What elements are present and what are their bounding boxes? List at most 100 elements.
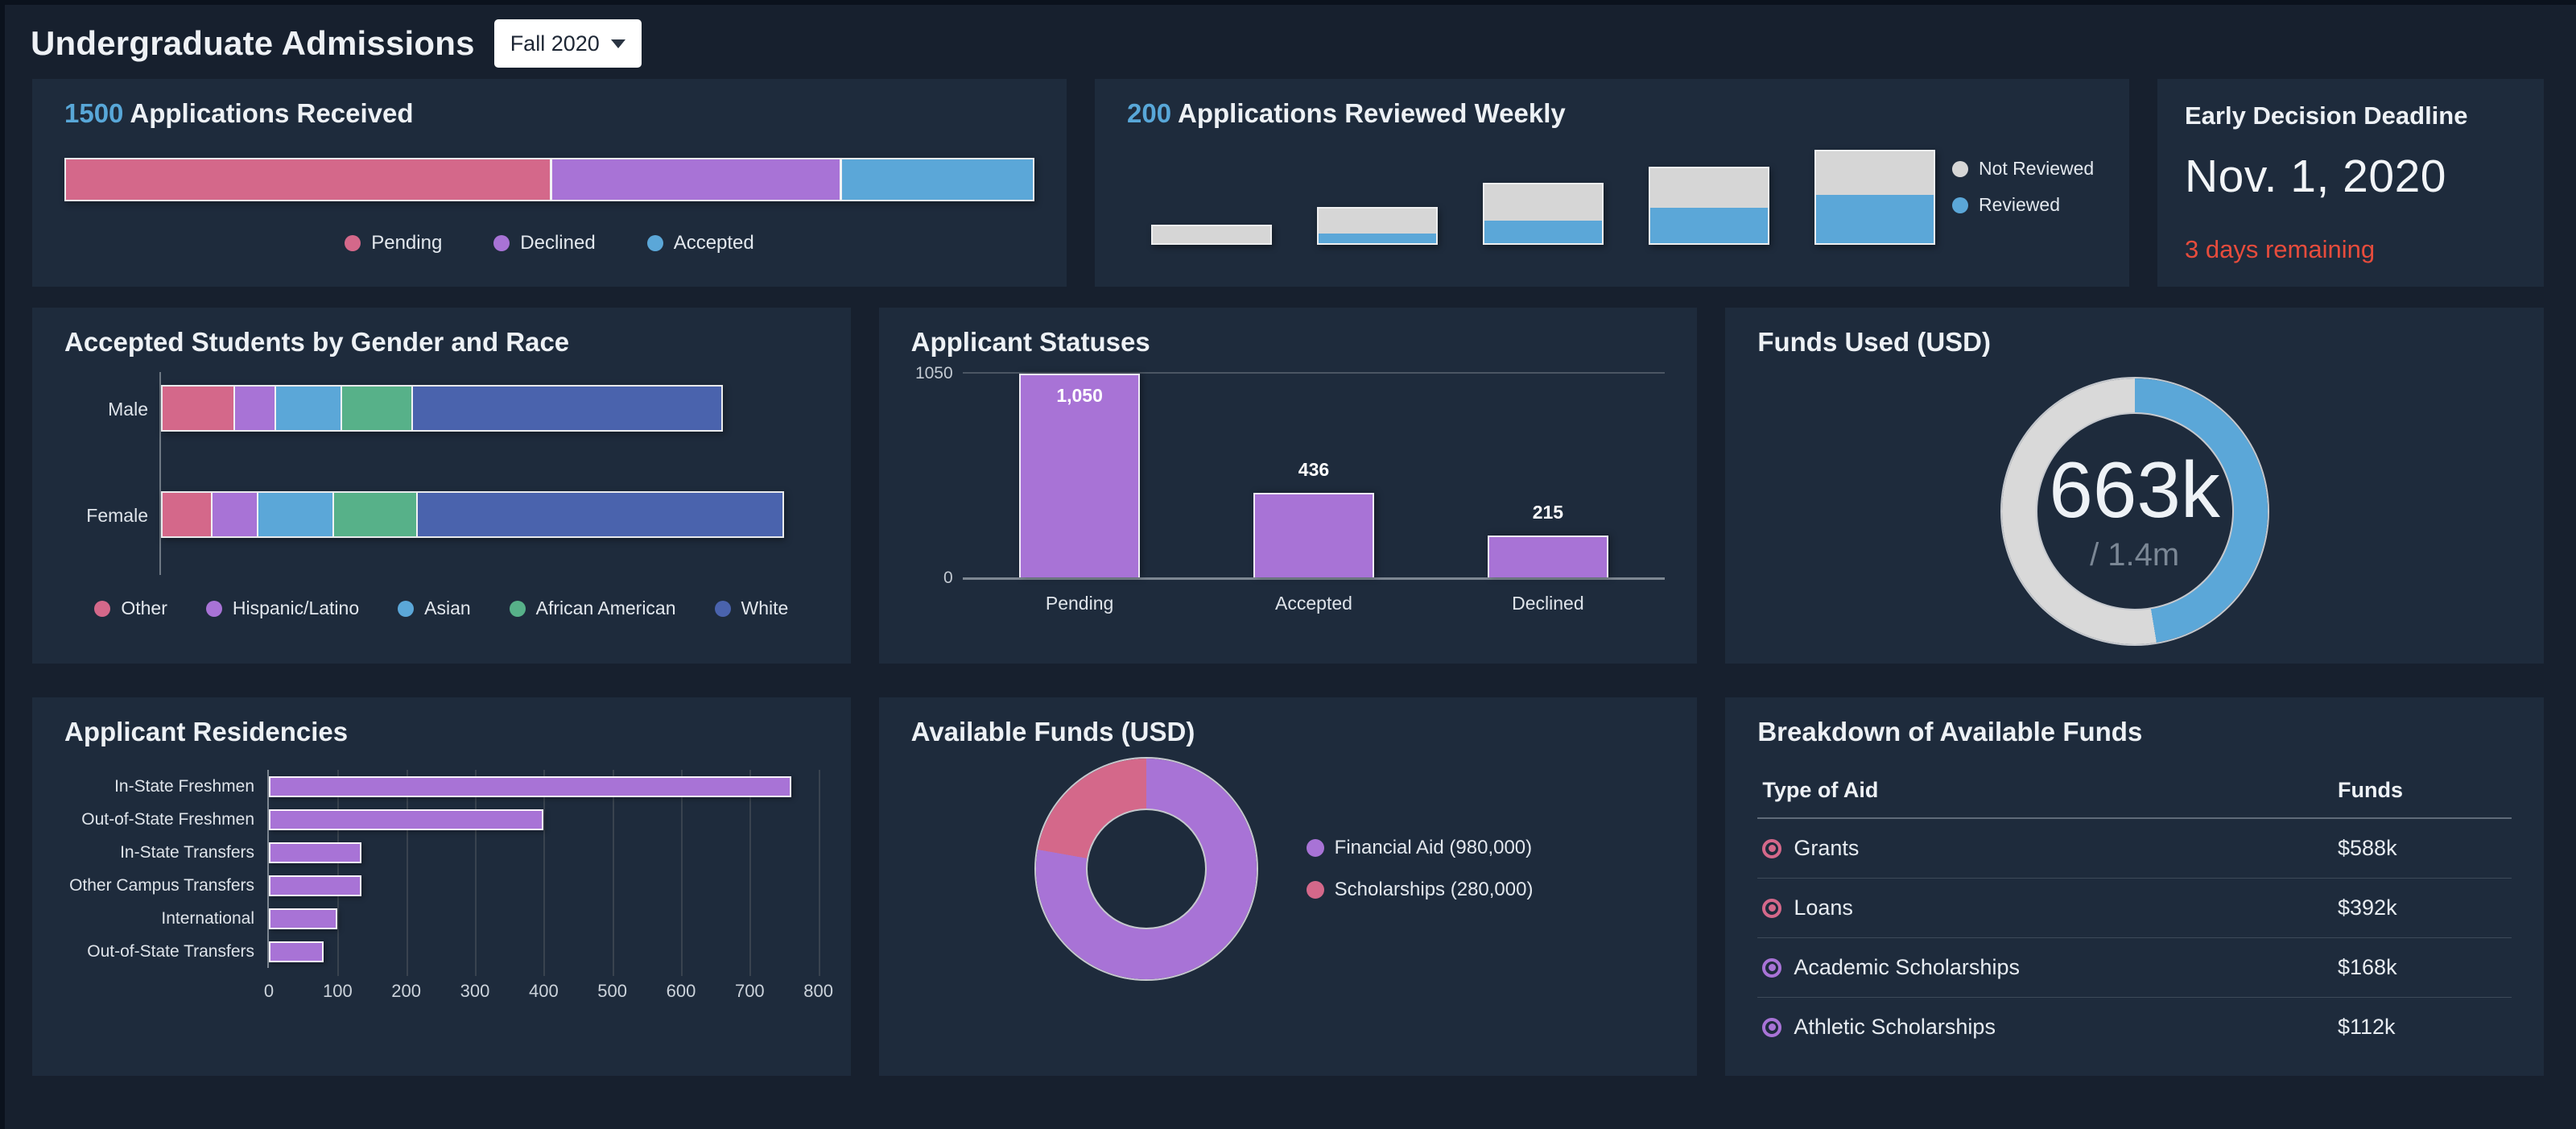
- female-african-american-segment: [332, 493, 416, 536]
- x-tick: 400: [528, 981, 559, 1001]
- x-tick: 0: [263, 981, 275, 1001]
- category-label: In-State Freshmen: [114, 777, 254, 796]
- accepted-dot-icon: [646, 235, 663, 251]
- deadline-date: Nov. 1, 2020: [2185, 151, 2446, 202]
- scholarships-dot-icon: [1306, 881, 1324, 899]
- category-label: Out-of-State Freshmen: [81, 810, 254, 829]
- not-reviewed-dot-icon: [1952, 160, 1968, 177]
- panel-title: 200 Applications Reviewed Weekly: [1127, 98, 2097, 129]
- aid-type-label: Grants: [1794, 836, 1860, 860]
- gridline: [680, 770, 683, 976]
- week-4-bar: [1649, 166, 1769, 245]
- y-axis-max-label: 1050: [914, 364, 953, 383]
- category-label: International: [161, 909, 254, 928]
- applications-received-stacked-bar: [64, 158, 1034, 201]
- available-funds-legend: Financial Aid (980,000) Scholarships (28…: [1306, 837, 1534, 901]
- funds-used-donut-center: 663k / 1.4m: [2035, 412, 2234, 610]
- panel-applicant-residencies: Applicant Residencies In-State Freshmen …: [32, 697, 851, 1076]
- window-left-edge: [0, 0, 5, 1129]
- column-header-type-of-aid: Type of Aid: [1762, 778, 1879, 802]
- legend-item-scholarships[interactable]: Scholarships (280,000): [1306, 879, 1533, 901]
- pending-category-label: Pending: [1045, 593, 1114, 614]
- female-axis-label: Female: [86, 505, 148, 526]
- aid-funds-value: $168k: [2338, 955, 2397, 979]
- week-3-reviewed: [1484, 221, 1602, 243]
- aid-type-label: Loans: [1794, 895, 1853, 920]
- available-funds-donut-hole: [1085, 808, 1207, 929]
- applications-reviewed-title: Applications Reviewed Weekly: [1178, 98, 1566, 128]
- middle-row: Accepted Students by Gender and Race Mal…: [32, 308, 2544, 664]
- male-hispanic-segment: [233, 387, 275, 430]
- accepted-category-label: Accepted: [1275, 593, 1352, 614]
- breakdown-table-header: Type of Aid Funds: [1757, 767, 2512, 819]
- x-tick: 700: [734, 981, 765, 1001]
- applications-reviewed-count: 200: [1127, 98, 1172, 128]
- legend-item-not-reviewed[interactable]: Not Reviewed: [1952, 158, 2094, 180]
- panel-early-decision-deadline: Early Decision Deadline Nov. 1, 2020 3 d…: [2157, 79, 2544, 287]
- x-tick: 500: [597, 981, 628, 1001]
- loans-target-icon: [1762, 898, 1782, 918]
- legend-item-declined[interactable]: Declined: [493, 232, 596, 254]
- female-hispanic-segment: [211, 493, 258, 536]
- weekly-legend: Not Reviewed Reviewed: [1952, 158, 2094, 216]
- academic-scholarships-target-icon: [1762, 957, 1782, 978]
- window-top-edge: [0, 0, 2576, 5]
- table-row-athletic-scholarships: Athletic Scholarships $112k: [1757, 998, 2512, 1057]
- week-3-bar: [1483, 182, 1604, 245]
- residencies-category-labels: In-State Freshmen Out-of-State Freshmen …: [64, 770, 267, 968]
- gridline: [818, 770, 820, 976]
- legend-item-other[interactable]: Other: [94, 598, 167, 619]
- declined-dot-icon: [493, 235, 510, 251]
- week-3-not-reviewed: [1484, 184, 1602, 221]
- bottom-row: Applicant Residencies In-State Freshmen …: [32, 697, 2544, 1076]
- declined-value-label: 215: [1532, 502, 1564, 523]
- y-axis-min-label: 0: [943, 569, 953, 587]
- male-stacked-bar: [161, 385, 724, 432]
- aid-funds-value: $392k: [2338, 895, 2397, 920]
- legend-item-african-american[interactable]: African American: [509, 598, 676, 619]
- legend-item-white[interactable]: White: [714, 598, 788, 619]
- legend-item-accepted[interactable]: Accepted: [646, 232, 754, 254]
- week-5-not-reviewed: [1816, 151, 1934, 196]
- statuses-chart: 1050 0 1,050 436 215: [911, 364, 1666, 587]
- x-tick: 800: [803, 981, 834, 1001]
- male-african-american-segment: [340, 387, 411, 430]
- week-2-bar: [1317, 207, 1438, 245]
- week-1-bar: [1151, 224, 1272, 245]
- panel-gender-race: Accepted Students by Gender and Race Mal…: [32, 308, 851, 664]
- asian-dot-icon: [398, 600, 415, 617]
- weekly-bars: [1151, 150, 1935, 245]
- out-of-state-transfers-bar: [269, 941, 324, 962]
- female-asian-segment: [257, 493, 332, 536]
- funds-used-title: Funds Used (USD): [1757, 327, 1991, 357]
- panel-applications-reviewed: 200 Applications Reviewed Weekly: [1095, 79, 2129, 287]
- legend-item-hispanic-latino[interactable]: Hispanic/Latino: [205, 598, 359, 619]
- legend-item-pending[interactable]: Pending: [345, 232, 442, 254]
- panel-funds-used: Funds Used (USD) 663k / 1.4m: [1725, 308, 2544, 664]
- available-funds-donut-chart: [1035, 759, 1257, 979]
- white-dot-icon: [714, 600, 731, 617]
- term-select[interactable]: Fall 2020: [493, 19, 642, 68]
- funds-total-amount: / 1.4m: [2090, 536, 2180, 573]
- reviewed-dot-icon: [1952, 196, 1968, 213]
- grants-target-icon: [1762, 838, 1782, 858]
- available-funds-chart: Financial Aid (980,000) Scholarships (28…: [911, 759, 1666, 979]
- category-label: Out-of-State Transfers: [87, 942, 254, 961]
- week-2-not-reviewed: [1319, 209, 1436, 234]
- aid-funds-value: $588k: [2338, 836, 2397, 860]
- top-row: 1500 Applications Received Pending Decli…: [32, 79, 2544, 287]
- panel-title: 1500 Applications Received: [64, 98, 1034, 129]
- panel-funds-breakdown: Breakdown of Available Funds Type of Aid…: [1725, 697, 2544, 1076]
- available-funds-title: Available Funds (USD): [910, 717, 1195, 746]
- funds-used-donut-chart: 663k / 1.4m: [2001, 378, 2268, 644]
- dropdown-caret-icon: [610, 39, 625, 48]
- residencies-chart: In-State Freshmen Out-of-State Freshmen …: [64, 770, 820, 976]
- legend-item-financial-aid[interactable]: Financial Aid (980,000): [1306, 837, 1534, 859]
- legend-item-reviewed[interactable]: Reviewed: [1952, 194, 2094, 216]
- week-2-reviewed: [1319, 234, 1436, 243]
- male-white-segment: [411, 387, 722, 430]
- accepted-bar: 436: [1253, 459, 1374, 577]
- aid-funds-value: $112k: [2338, 1015, 2396, 1039]
- legend-item-asian[interactable]: Asian: [398, 598, 471, 619]
